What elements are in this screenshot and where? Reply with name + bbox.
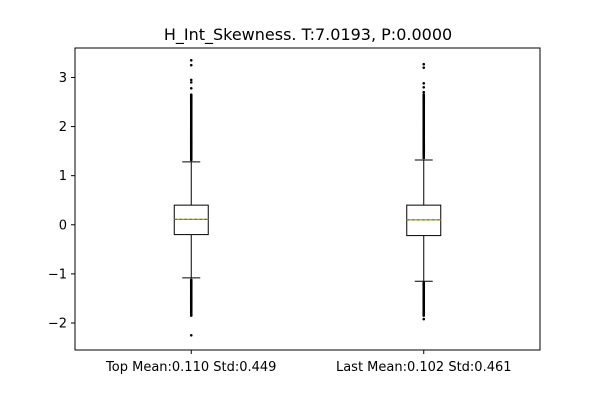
box-series-2 bbox=[406, 62, 442, 321]
flier-point bbox=[422, 317, 426, 321]
flier-points bbox=[189, 58, 193, 337]
flier-point bbox=[189, 333, 193, 337]
flier-point bbox=[422, 62, 426, 66]
flier-point bbox=[189, 81, 193, 84]
flier-point bbox=[189, 78, 193, 82]
flier-point bbox=[422, 90, 426, 94]
x-category-label: Last Mean:0.102 Std:0.461 bbox=[336, 360, 512, 375]
y-tick-label: −2 bbox=[48, 316, 67, 331]
flier-point bbox=[189, 278, 193, 282]
flier-point bbox=[189, 58, 193, 62]
flier-point bbox=[189, 93, 193, 96]
x-axis: Top Mean:0.110 Std:0.449 Last Mean:0.102 … bbox=[105, 350, 512, 375]
flier-point bbox=[189, 63, 193, 67]
flier-point bbox=[189, 86, 193, 90]
flier-points bbox=[422, 62, 426, 321]
chart-title: H_Int_Skewness. T:7.0193, P:0.0000 bbox=[164, 25, 452, 45]
flier-point bbox=[422, 85, 426, 89]
y-tick-label: 2 bbox=[59, 120, 67, 135]
y-tick-label: 1 bbox=[59, 169, 67, 184]
y-tick-label: 0 bbox=[59, 218, 67, 233]
y-axis: −2 −1 0 1 2 3 bbox=[48, 71, 75, 331]
flier-point bbox=[422, 66, 426, 69]
y-tick-label: 3 bbox=[59, 71, 67, 86]
flier-point bbox=[422, 281, 426, 285]
axes-frame bbox=[74, 47, 541, 351]
box-series-1 bbox=[173, 58, 209, 337]
flier-point bbox=[422, 93, 426, 96]
y-tick-label: −1 bbox=[48, 267, 67, 282]
x-category-label: Top Mean:0.110 Std:0.449 bbox=[105, 360, 276, 375]
plot-area bbox=[173, 58, 442, 337]
flier-point bbox=[422, 82, 426, 85]
